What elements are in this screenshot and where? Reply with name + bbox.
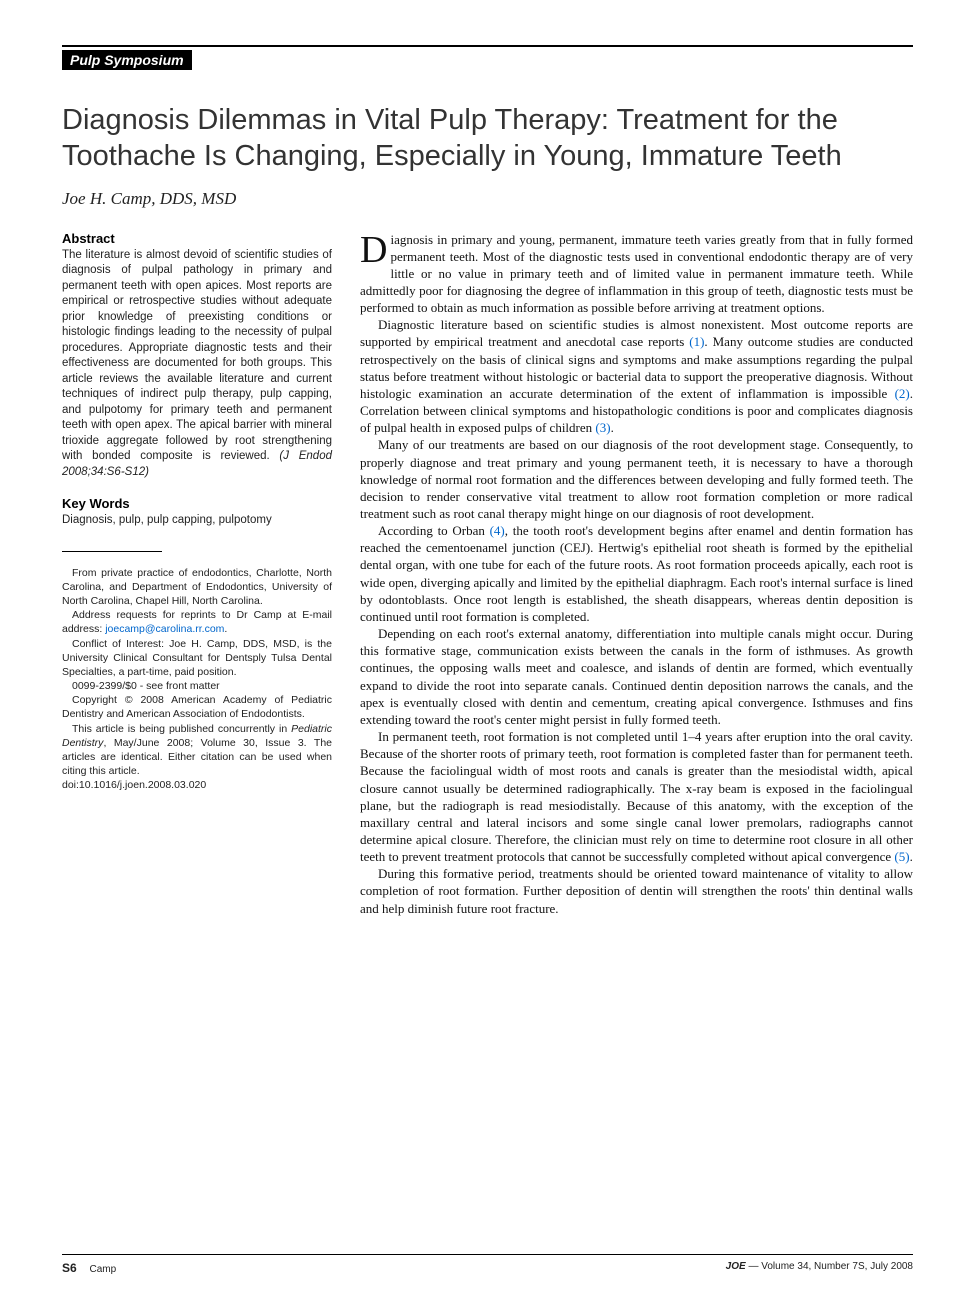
right-column: Diagnosis in primary and young, permanen… <box>360 231 913 917</box>
ref-5[interactable]: (5) <box>894 849 909 864</box>
body-p1-text: iagnosis in primary and young, permanent… <box>360 232 913 316</box>
abstract-heading: Abstract <box>62 231 332 246</box>
footer-author: Camp <box>89 1264 116 1275</box>
body-p6a: In permanent teeth, root formation is no… <box>360 729 913 864</box>
footer-issue: — Volume 34, Number 7S, July 2008 <box>746 1261 913 1272</box>
ref-2[interactable]: (2) <box>895 386 910 401</box>
dropcap: D <box>360 231 390 266</box>
body-p4: According to Orban (4), the tooth root's… <box>360 522 913 625</box>
two-column-layout: Abstract The literature is almost devoid… <box>62 231 913 917</box>
meta-divider <box>62 551 162 552</box>
body-p3: Many of our treatments are based on our … <box>360 436 913 522</box>
abstract-text: The literature is almost devoid of scien… <box>62 248 332 481</box>
reprints-line: Address requests for reprints to Dr Camp… <box>62 608 332 636</box>
ref-4[interactable]: (4) <box>490 523 505 538</box>
body-p2: Diagnostic literature based on scientifi… <box>360 316 913 436</box>
issn-line: 0099-2399/$0 - see front matter <box>62 679 332 693</box>
footer-left: S6 Camp <box>62 1261 116 1275</box>
abstract-body: The literature is almost devoid of scien… <box>62 249 332 463</box>
section-label: Pulp Symposium <box>62 50 192 70</box>
page-number: S6 <box>62 1261 77 1275</box>
body-p6b: . <box>910 849 913 864</box>
page-footer: S6 Camp JOE — Volume 34, Number 7S, July… <box>62 1254 913 1275</box>
keywords-block: Key Words Diagnosis, pulp, pulp capping,… <box>62 496 332 529</box>
body-p5: Depending on each root's external anatom… <box>360 625 913 728</box>
keywords-text: Diagnosis, pulp, pulp capping, pulpotomy <box>62 513 332 529</box>
concurrent-post: , May/June 2008; Volume 30, Issue 3. The… <box>62 737 332 777</box>
body-p6: In permanent teeth, root formation is no… <box>360 728 913 865</box>
body-p2d: . <box>611 420 614 435</box>
reprints-post: . <box>224 623 227 635</box>
article-meta: From private practice of endodontics, Ch… <box>62 566 332 793</box>
body-p7: During this formative period, treatments… <box>360 865 913 916</box>
keywords-heading: Key Words <box>62 496 332 511</box>
ref-3[interactable]: (3) <box>595 420 610 435</box>
copyright-line: Copyright © 2008 American Academy of Ped… <box>62 693 332 721</box>
body-p4a: According to Orban <box>378 523 490 538</box>
body-p4b: , the tooth root's development begins af… <box>360 523 913 624</box>
body-p1: Diagnosis in primary and young, permanen… <box>360 231 913 317</box>
ref-1[interactable]: (1) <box>689 334 704 349</box>
left-column: Abstract The literature is almost devoid… <box>62 231 332 917</box>
conflict-of-interest: Conflict of Interest: Joe H. Camp, DDS, … <box>62 637 332 680</box>
reprints-email-link[interactable]: joecamp@carolina.rr.com <box>105 623 224 635</box>
doi-line: doi:10.1016/j.joen.2008.03.020 <box>62 778 332 792</box>
footer-right: JOE — Volume 34, Number 7S, July 2008 <box>726 1261 913 1275</box>
concurrent-pub-line: This article is being published concurre… <box>62 722 332 779</box>
author-line: Joe H. Camp, DDS, MSD <box>62 189 913 209</box>
footer-journal: JOE <box>726 1261 746 1272</box>
header-rule: Pulp Symposium <box>62 45 913 70</box>
affiliation: From private practice of endodontics, Ch… <box>62 566 332 609</box>
article-title: Diagnosis Dilemmas in Vital Pulp Therapy… <box>62 102 913 175</box>
concurrent-pre: This article is being published concurre… <box>72 723 291 735</box>
abstract-block: Abstract The literature is almost devoid… <box>62 231 332 481</box>
